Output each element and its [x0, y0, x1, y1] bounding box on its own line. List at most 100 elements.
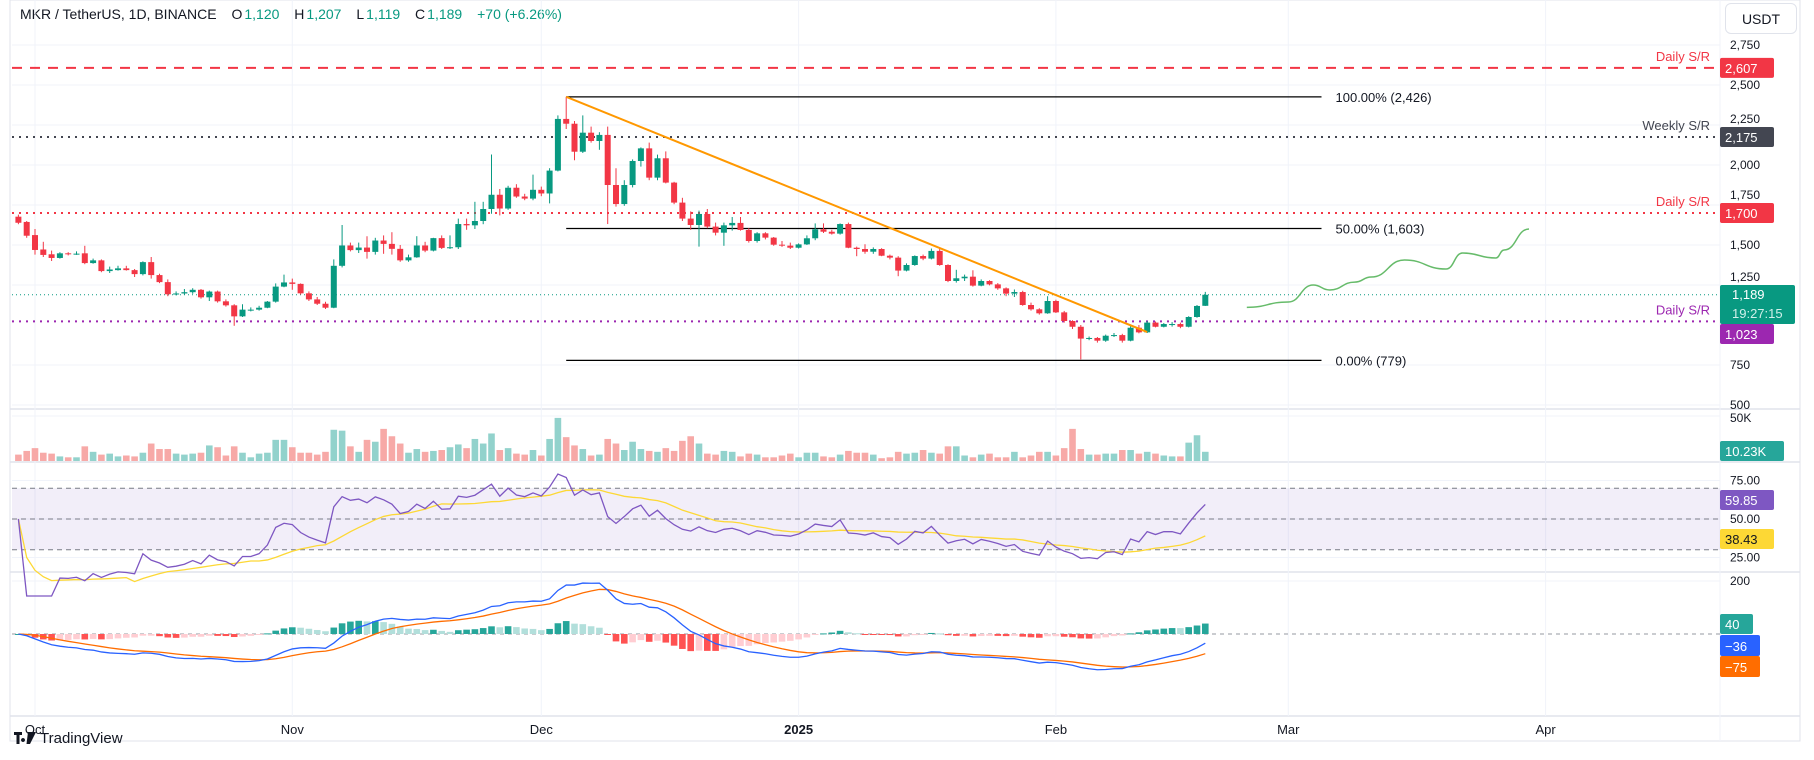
- candle-body: [40, 249, 47, 255]
- candle-body: [305, 293, 312, 300]
- price-tick-label: 2,000: [1730, 158, 1760, 172]
- macd-histogram-bar: [662, 634, 670, 643]
- macd-histogram-bar: [554, 623, 562, 634]
- volume-bar: [629, 441, 636, 461]
- volume-bar: [488, 433, 495, 461]
- symbol-title[interactable]: MKR / TetherUS, 1D, BINANCE: [20, 6, 217, 22]
- volume-bar: [197, 452, 205, 461]
- candle-body: [81, 253, 88, 264]
- candle-body: [1202, 294, 1209, 306]
- macd-histogram-bar: [562, 621, 570, 634]
- candle-body: [1135, 327, 1142, 333]
- volume-bar: [1160, 455, 1168, 461]
- macd-signal-line: [18, 588, 1206, 668]
- tradingview-wordmark: TradingView: [40, 730, 123, 747]
- candle: [81, 245, 88, 265]
- candle: [56, 252, 63, 259]
- macd-histogram-bar: [994, 634, 1002, 636]
- candle-body: [521, 196, 528, 199]
- high-value: 1,207: [306, 6, 342, 22]
- sr-level-price-tag: 2,175: [1725, 130, 1758, 145]
- volume-bar: [604, 438, 611, 461]
- candle-body: [488, 194, 495, 209]
- candle: [820, 223, 827, 233]
- tradingview-logo[interactable]: TradingView: [14, 730, 123, 747]
- volume-bar: [546, 438, 553, 461]
- candle: [40, 241, 47, 257]
- macd-histogram-bar: [504, 626, 512, 634]
- macd-histogram-bar: [1002, 634, 1010, 637]
- macd-histogram-bar: [944, 634, 952, 636]
- macd-histogram-bar: [1135, 632, 1143, 634]
- candle: [1086, 336, 1093, 341]
- candle-body: [239, 309, 246, 317]
- candle: [463, 218, 470, 230]
- macd-histogram-bar: [903, 634, 910, 637]
- candle-body: [878, 249, 885, 256]
- candle: [803, 235, 810, 245]
- candle: [1152, 321, 1159, 328]
- macd-histogram-bar: [479, 628, 487, 634]
- volume-bar: [48, 453, 55, 461]
- candle: [148, 257, 155, 279]
- macd-histogram-bar: [363, 621, 371, 634]
- macd-histogram-bar: [836, 630, 844, 634]
- macd-histogram-bar: [720, 634, 728, 650]
- volume-bar: [662, 448, 670, 461]
- volume-bar: [247, 457, 255, 461]
- candle: [770, 237, 777, 246]
- candle: [372, 237, 379, 255]
- volume-bar: [496, 450, 504, 461]
- candle: [65, 252, 72, 256]
- candle: [156, 273, 163, 284]
- currency-button[interactable]: USDT: [1725, 3, 1797, 34]
- volume-bar: [280, 439, 288, 461]
- candle-body: [214, 291, 221, 302]
- macd-histogram-bar: [1152, 629, 1159, 634]
- volume-bar: [953, 446, 960, 461]
- candle-body: [405, 257, 412, 261]
- volume-bar: [811, 452, 819, 461]
- candle: [364, 236, 370, 259]
- volume-bar: [1202, 451, 1209, 461]
- volume-bar: [206, 445, 213, 461]
- candle-body: [870, 249, 877, 252]
- rsi-tick-label: 25.00: [1730, 551, 1760, 565]
- sr-level-price-tag-bg: [1720, 324, 1774, 344]
- candle: [513, 184, 520, 198]
- candle-body: [1169, 324, 1176, 326]
- candle-body: [1011, 292, 1018, 294]
- candle-body: [173, 293, 180, 295]
- candle: [198, 289, 204, 299]
- sr-level-price-tag: 2,607: [1725, 61, 1758, 76]
- volume-tick-label: 50K: [1730, 411, 1751, 425]
- candle: [15, 214, 22, 225]
- candle-body: [32, 235, 38, 250]
- candle-body: [65, 253, 72, 255]
- volume-bar: [795, 457, 802, 461]
- candle-body: [820, 229, 827, 232]
- macd-histogram-bar: [695, 634, 703, 651]
- candle-body: [862, 249, 868, 252]
- volume-bar: [778, 455, 786, 461]
- candle-body: [289, 282, 296, 284]
- bar-countdown: 19:27:15: [1732, 306, 1783, 321]
- candle-body: [139, 262, 146, 275]
- downtrend-line: [565, 95, 1148, 333]
- volume-bar: [828, 457, 836, 461]
- macd-histogram-bar: [347, 621, 354, 634]
- candle-body: [795, 244, 802, 248]
- candle: [380, 235, 387, 254]
- macd-histogram-bar: [571, 623, 578, 634]
- candle: [1077, 325, 1084, 360]
- candle: [679, 197, 686, 221]
- candle-body: [355, 247, 362, 251]
- candle-body: [297, 283, 304, 294]
- candle: [895, 256, 902, 277]
- candle: [289, 278, 296, 290]
- candle: [521, 193, 528, 201]
- macd-histogram-bar: [704, 634, 711, 651]
- candle-body: [1127, 327, 1134, 341]
- candle: [1019, 290, 1026, 306]
